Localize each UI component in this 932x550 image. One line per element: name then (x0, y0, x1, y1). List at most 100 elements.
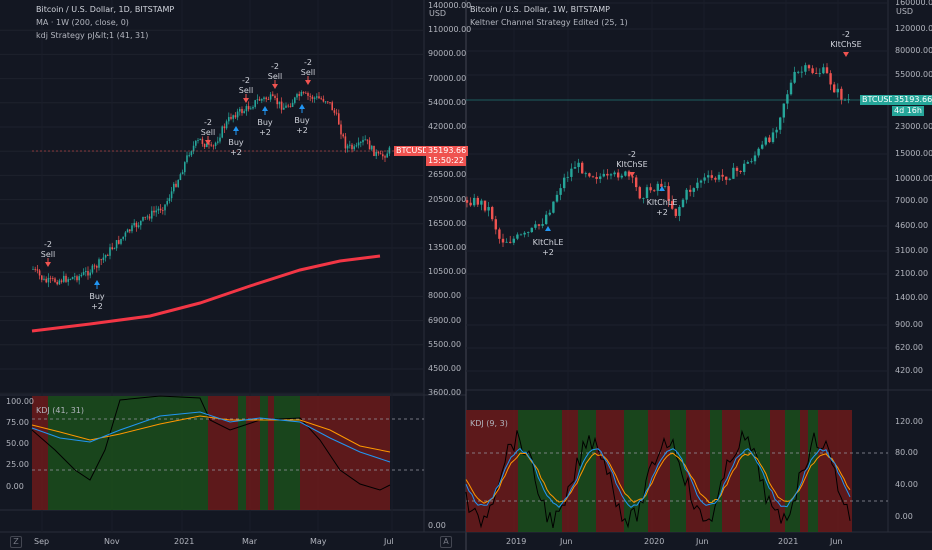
left-candle (135, 222, 138, 228)
right-candle (703, 177, 706, 181)
right-signal-arrow (843, 52, 849, 57)
left-osc-zone (246, 396, 260, 510)
auto-scale-icon[interactable]: A (440, 536, 452, 548)
left-strategy-legend[interactable]: kdj Strategy pJ&lt;1 (41, 31) (36, 31, 149, 40)
right-signal-arrow (629, 172, 635, 177)
right-candle (714, 177, 717, 180)
left-candle (63, 275, 65, 282)
right-candle (509, 241, 512, 243)
right-osc-tick: 120.00 (895, 417, 923, 426)
right-signal-arrow (545, 226, 551, 231)
left-osc-zone (208, 396, 238, 510)
right-candle (753, 155, 757, 162)
left-price-tick: 110000.00 (428, 25, 472, 35)
left-price-tick: 54000.00 (428, 97, 467, 107)
right-candle (721, 174, 724, 177)
left-candle (366, 139, 369, 141)
right-price-tick: 120000.00 (895, 24, 932, 33)
right-candle (735, 167, 739, 171)
left-price-tick: 8000.00 (428, 291, 462, 301)
right-candle (573, 167, 577, 169)
right-candle (635, 177, 638, 188)
timezone-icon[interactable]: Z (10, 536, 22, 548)
right-price-tick: 10000.00 (895, 174, 932, 183)
right-candle (588, 173, 591, 177)
left-candle (159, 208, 162, 211)
left-candle (225, 121, 228, 129)
left-osc-tick: 0.00 (6, 482, 24, 491)
right-osc-title[interactable]: KDJ (9, 3) (470, 419, 508, 428)
left-osc-zone (48, 396, 96, 510)
left-candle (278, 101, 281, 105)
right-signal-label: KltChLE +2 (532, 238, 564, 257)
right-osc-zone (624, 410, 648, 532)
left-candle (71, 277, 74, 280)
left-candle (338, 113, 340, 125)
right-candle (473, 197, 476, 206)
left-osc-zone (238, 396, 246, 510)
right-candle (833, 84, 836, 93)
right-time-label: 2020 (644, 537, 665, 546)
left-candle (245, 106, 248, 112)
left-candle (239, 108, 241, 112)
left-candle (203, 143, 206, 148)
left-candle (144, 216, 146, 218)
right-candle (584, 173, 587, 175)
left-candle (192, 145, 195, 152)
left-candle (221, 126, 223, 138)
right-candle (595, 176, 598, 179)
right-candle (786, 94, 789, 104)
left-signal-label: Buy +2 (257, 118, 273, 137)
left-candle (124, 232, 127, 237)
left-price-tick: 70000.00 (428, 73, 467, 83)
right-osc-zone (596, 410, 624, 532)
right-candle (530, 227, 533, 233)
left-candle (93, 265, 96, 267)
left-candle (137, 225, 140, 228)
left-candle (148, 216, 151, 219)
right-candle (782, 103, 785, 118)
left-candle (285, 105, 287, 108)
right-k-line (465, 447, 851, 509)
left-price-tick: 6900.00 (428, 315, 462, 325)
left-candle (357, 142, 360, 146)
right-candle (836, 88, 839, 93)
right-osc-zone (808, 410, 818, 532)
left-candle (38, 270, 41, 276)
left-candle (296, 94, 298, 98)
right-candle (746, 162, 749, 164)
right-osc-tick: 80.00 (895, 448, 918, 457)
right-osc-zone (722, 410, 740, 532)
right-axis-unit: USD (896, 7, 914, 16)
left-osc-bottom-tick: 0.00 (428, 521, 446, 530)
left-candle (129, 229, 131, 232)
left-candle (107, 255, 109, 256)
left-candle (342, 134, 344, 137)
left-osc-tick: 100.00 (6, 397, 34, 406)
right-candle (800, 71, 803, 73)
left-candle (252, 106, 254, 109)
left-candle (109, 247, 111, 256)
right-candle (527, 232, 530, 233)
left-osc-zone (274, 396, 300, 510)
left-ma-legend[interactable]: MA · 1W (200, close, 0) (36, 18, 129, 27)
left-candle (236, 111, 239, 118)
left-candle (153, 210, 155, 213)
left-chart-title: Bitcoin / U.S. Dollar, 1D, BITSTAMP (36, 5, 175, 14)
left-candle (250, 108, 252, 110)
left-osc-title[interactable]: KDJ (41, 31) (36, 406, 84, 415)
right-candle (617, 172, 620, 178)
right-candle (667, 186, 670, 202)
left-candle (247, 106, 250, 110)
left-candle (355, 145, 358, 147)
right-candle (606, 173, 609, 176)
right-candle (516, 234, 519, 239)
left-candle (65, 275, 67, 282)
left-candle (335, 112, 338, 114)
left-candle (74, 276, 76, 278)
right-time-label: 2019 (506, 537, 527, 546)
right-strategy-legend[interactable]: Keltner Channel Strategy Edited (25, 1) (470, 18, 628, 27)
left-candle (344, 136, 347, 149)
left-osc-zone (268, 396, 274, 510)
